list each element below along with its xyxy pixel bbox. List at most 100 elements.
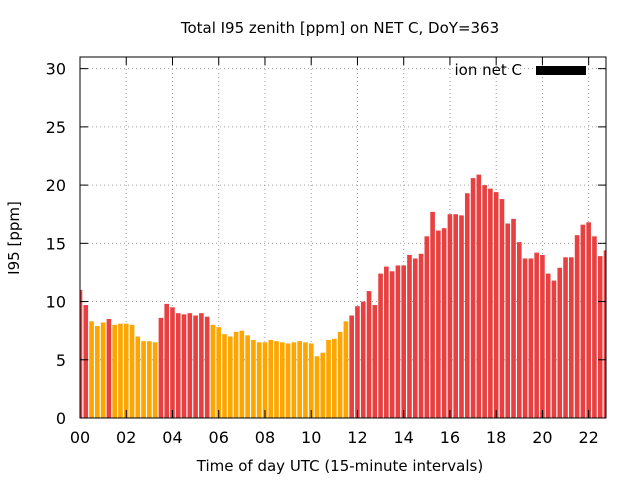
x-tick-label: 12 bbox=[347, 428, 367, 447]
bar bbox=[464, 193, 470, 418]
x-tick-label: 16 bbox=[440, 428, 460, 447]
bar bbox=[395, 265, 401, 418]
x-tick-label: 22 bbox=[578, 428, 598, 447]
bar bbox=[239, 330, 245, 418]
bar bbox=[129, 324, 135, 418]
bar bbox=[459, 215, 464, 418]
bar bbox=[493, 192, 499, 418]
bar bbox=[106, 319, 112, 418]
bar bbox=[499, 199, 505, 418]
bar bbox=[505, 223, 511, 418]
tick-marks bbox=[79, 57, 606, 419]
bar bbox=[412, 258, 418, 418]
bar bbox=[193, 315, 198, 418]
bar bbox=[424, 236, 430, 418]
bar bbox=[418, 253, 424, 418]
y-tick-label: 15 bbox=[46, 234, 66, 253]
bar bbox=[256, 342, 262, 418]
bar bbox=[181, 314, 187, 418]
legend: ion net C bbox=[455, 61, 586, 79]
bar bbox=[291, 342, 297, 418]
bar bbox=[80, 289, 83, 418]
bar bbox=[470, 178, 476, 418]
bar bbox=[592, 236, 597, 418]
bar bbox=[320, 352, 326, 418]
bar bbox=[511, 218, 516, 418]
bar bbox=[297, 341, 302, 418]
bar bbox=[152, 342, 158, 418]
bar bbox=[187, 313, 193, 418]
bar bbox=[355, 306, 360, 418]
x-tick-label: 08 bbox=[255, 428, 275, 447]
bars bbox=[80, 174, 606, 418]
y-tick-label: 25 bbox=[46, 118, 66, 137]
bar bbox=[540, 254, 545, 418]
bar bbox=[147, 341, 152, 418]
x-tick-label: 20 bbox=[532, 428, 552, 447]
bar bbox=[563, 257, 568, 418]
y-tick-label: 5 bbox=[56, 351, 66, 370]
bar bbox=[528, 258, 534, 418]
bar bbox=[314, 356, 320, 418]
bar bbox=[389, 271, 395, 418]
chart-title: Total I95 zenith [ppm] on NET C, DoY=363 bbox=[180, 19, 499, 37]
bar bbox=[83, 305, 89, 418]
legend-swatch bbox=[536, 66, 586, 75]
bar bbox=[279, 342, 285, 418]
bar bbox=[534, 252, 539, 418]
bar bbox=[569, 257, 574, 418]
bar bbox=[89, 321, 94, 418]
bar bbox=[430, 211, 435, 418]
bar bbox=[332, 338, 337, 418]
bar bbox=[251, 339, 256, 418]
bar bbox=[580, 224, 586, 418]
y-axis-label: I95 [ppm] bbox=[5, 201, 23, 275]
bar bbox=[222, 334, 227, 418]
bar bbox=[245, 335, 250, 418]
bar bbox=[488, 188, 493, 418]
bar bbox=[95, 326, 100, 418]
bar bbox=[170, 307, 175, 418]
bar bbox=[227, 336, 233, 418]
bar bbox=[366, 291, 372, 418]
y-tick-label: 20 bbox=[46, 176, 66, 195]
bar bbox=[285, 343, 291, 418]
bar bbox=[378, 273, 383, 418]
x-tick-labels: 00 02 04 06 08 10 12 14 16 18 20 22 bbox=[70, 428, 599, 447]
bar bbox=[141, 341, 146, 418]
x-axis-label: Time of day UTC (15-minute intervals) bbox=[196, 457, 483, 475]
x-tick-label: 00 bbox=[70, 428, 90, 447]
bar bbox=[175, 313, 181, 418]
bar bbox=[482, 185, 487, 418]
bar bbox=[407, 254, 412, 418]
legend-label: ion net C bbox=[455, 61, 522, 79]
x-tick-label: 06 bbox=[209, 428, 229, 447]
bar bbox=[453, 214, 459, 418]
bar bbox=[401, 265, 407, 418]
bar bbox=[326, 339, 331, 418]
bar bbox=[516, 242, 522, 418]
bar bbox=[135, 336, 141, 418]
bar bbox=[557, 267, 563, 418]
x-tick-label: 14 bbox=[394, 428, 414, 447]
bar bbox=[112, 324, 117, 418]
bar bbox=[158, 317, 164, 418]
bar bbox=[441, 228, 447, 418]
bar bbox=[199, 313, 204, 418]
bar bbox=[204, 316, 210, 418]
bar bbox=[337, 331, 343, 418]
bar bbox=[308, 343, 314, 418]
x-tick-label: 10 bbox=[301, 428, 321, 447]
bar bbox=[603, 250, 606, 418]
bar bbox=[360, 301, 366, 418]
y-tick-labels: 0 5 10 15 20 25 30 bbox=[46, 60, 66, 428]
bar bbox=[268, 339, 274, 418]
bar bbox=[164, 303, 170, 418]
y-tick-label: 10 bbox=[46, 293, 66, 312]
y-tick-label: 0 bbox=[56, 409, 66, 428]
plot-frame bbox=[79, 56, 607, 419]
y-tick-label: 30 bbox=[46, 60, 66, 79]
bar bbox=[343, 321, 349, 418]
bar bbox=[123, 323, 129, 418]
bar bbox=[522, 258, 528, 418]
